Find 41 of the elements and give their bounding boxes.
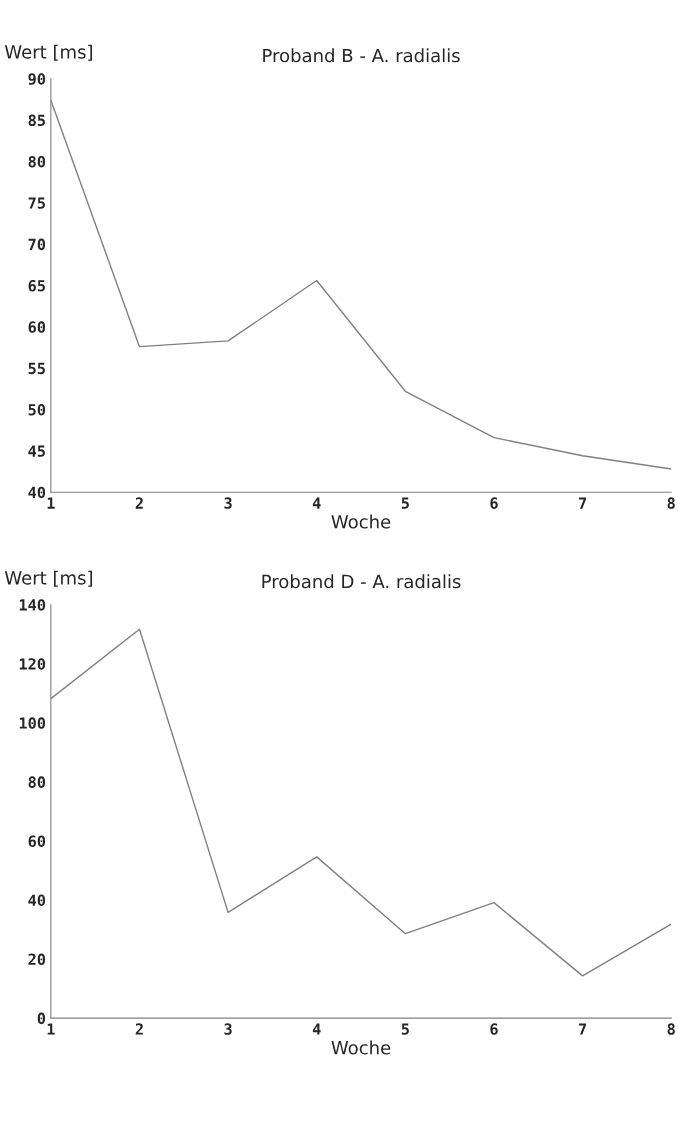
x-tick-label: 1 [47,1023,55,1035]
x-tick-label: 6 [490,1023,498,1035]
y-tick-label: 0 [37,1012,46,1025]
x-tick-label: 7 [579,1023,587,1035]
y-tick-label: 120 [19,658,46,670]
y-tick-label: 50 [28,403,46,416]
chart-title: Proband B - A. radialis [263,48,460,63]
y-axis-title: Wert [ms] [4,44,92,61]
x-tick-label: 2 [135,1023,143,1035]
x-tick-label: 8 [667,1023,675,1035]
y-tick-label: 40 [28,894,46,907]
y-tick-label: 65 [28,279,45,292]
y-tick-label: 20 [28,953,46,966]
y-tick-label: 80 [28,155,46,168]
x-axis-title: Woche [331,514,391,529]
x-tick-label: 8 [667,497,675,509]
y-tick-label: 55 [28,362,45,375]
y-tick-label: 70 [28,238,46,251]
x-tick-label: 3 [224,1023,232,1035]
y-tick-label: 45 [28,445,45,457]
y-tick-label: 90 [28,73,46,85]
y-tick-label: 60 [28,835,46,847]
x-tick-label: 2 [135,497,143,509]
x-tick-label: 4 [312,1023,321,1035]
y-tick-label: 80 [28,776,46,788]
y-tick-label: 60 [28,321,46,333]
y-tick-label: 140 [19,599,46,611]
x-tick-label: 3 [224,497,232,509]
x-tick-label: 7 [579,497,587,509]
x-tick-label: 5 [401,497,409,509]
x-tick-label: 1 [47,497,55,509]
y-tick-label: 75 [28,197,45,209]
y-tick-label: 40 [28,486,46,499]
x-tick-label: 6 [490,497,498,509]
x-tick-label: 4 [312,497,321,509]
chart-title: Proband D - A. radialis [262,574,461,589]
y-axis-title: Wert [ms] [4,570,92,587]
x-axis-title: Woche [331,1040,391,1055]
y-tick-label: 100 [19,717,46,729]
x-tick-label: 5 [401,1023,409,1035]
y-tick-label: 85 [28,114,45,127]
